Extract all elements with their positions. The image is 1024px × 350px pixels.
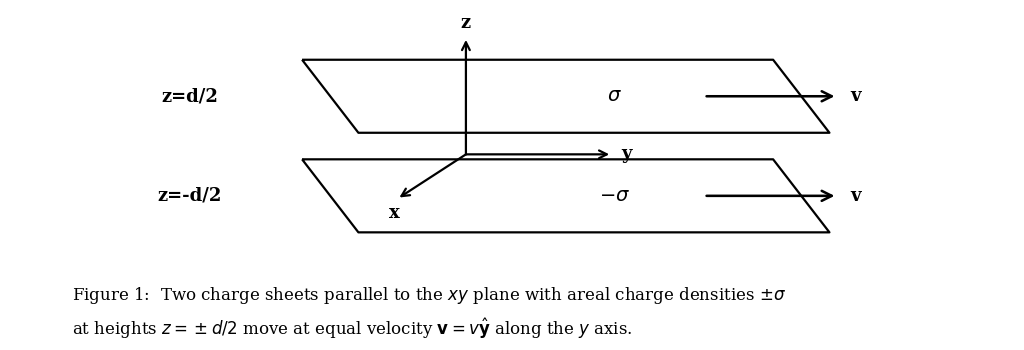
Text: x: x: [389, 204, 399, 222]
Text: $\sigma$: $\sigma$: [607, 87, 622, 105]
Text: $-\sigma$: $-\sigma$: [599, 187, 630, 205]
Text: z: z: [461, 14, 471, 32]
Text: y: y: [622, 145, 632, 163]
Text: v: v: [850, 87, 860, 105]
Text: v: v: [850, 187, 860, 205]
Text: z=d/2: z=d/2: [161, 87, 218, 105]
Text: Figure 1:  Two charge sheets parallel to the $xy$ plane with areal charge densit: Figure 1: Two charge sheets parallel to …: [72, 286, 785, 341]
Text: z=-d/2: z=-d/2: [158, 187, 221, 205]
